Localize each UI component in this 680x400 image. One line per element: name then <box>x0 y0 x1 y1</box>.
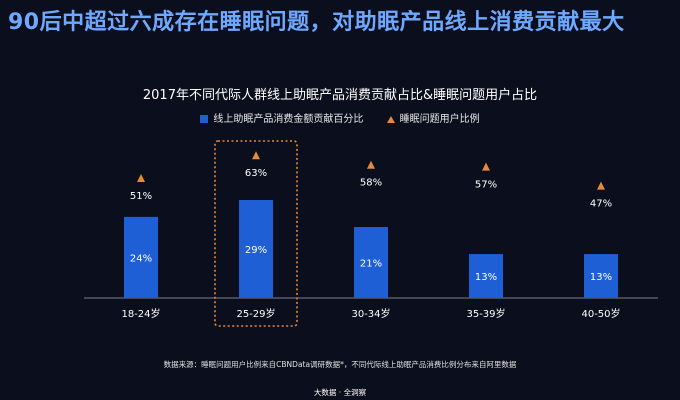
bar-value-label: 21% <box>360 259 382 270</box>
marker-value-label: 57% <box>475 180 497 191</box>
triangle-marker <box>252 151 260 160</box>
bar <box>469 254 503 298</box>
bar-value-label: 13% <box>475 272 497 283</box>
bar-value-label: 29% <box>245 245 267 256</box>
brand-footer: 大数据 · 全洞察 <box>313 388 367 397</box>
legend-label-marker: 睡眠问题用户比例 <box>399 114 480 125</box>
legend-label-bar: 线上助眠产品消费金额贡献百分比 <box>213 114 364 125</box>
bar <box>584 254 618 298</box>
bar-swatch-icon <box>200 115 209 123</box>
headline: 90后中超过六成存在睡眠问题，对助眠产品线上消费贡献最大 <box>8 10 625 35</box>
marker-value-label: 63% <box>245 168 267 179</box>
legend: 线上助眠产品消费金额贡献百分比 睡眠问题用户比例 <box>0 110 680 125</box>
bar <box>124 216 158 298</box>
marker-value-label: 47% <box>590 199 612 210</box>
highlight-box <box>214 140 298 327</box>
bar-value-label: 24% <box>130 253 152 264</box>
marker-value-label: 58% <box>360 178 382 189</box>
triangle-marker <box>367 160 375 169</box>
bar <box>354 227 388 298</box>
x-tick-label: 18-24岁 <box>121 307 160 320</box>
triangle-marker <box>137 174 145 182</box>
chart-title: 2017年不同代际人群线上助眠产品消费贡献占比&睡眠问题用户占比 <box>142 88 538 103</box>
triangle-marker <box>597 181 605 190</box>
triangle-marker <box>482 162 490 171</box>
triangle-marker-icon <box>386 115 395 123</box>
x-tick-label: 25-29岁 <box>236 307 275 320</box>
x-tick-label: 40-50岁 <box>581 307 620 320</box>
marker-value-label: 51% <box>130 191 152 202</box>
x-tick-label: 35-39岁 <box>466 307 505 320</box>
x-tick-label: 30-34岁 <box>351 307 390 320</box>
legend-item-bar: 线上助眠产品消费金额贡献百分比 <box>200 110 363 125</box>
bar-value-label: 13% <box>590 272 612 283</box>
source-note: 数据来源：睡眠问题用户比例来自CBNData调研数据*，不同代际线上助眠产品消费… <box>163 360 517 369</box>
bar <box>239 200 273 298</box>
legend-item-marker: 睡眠问题用户比例 <box>386 110 480 125</box>
